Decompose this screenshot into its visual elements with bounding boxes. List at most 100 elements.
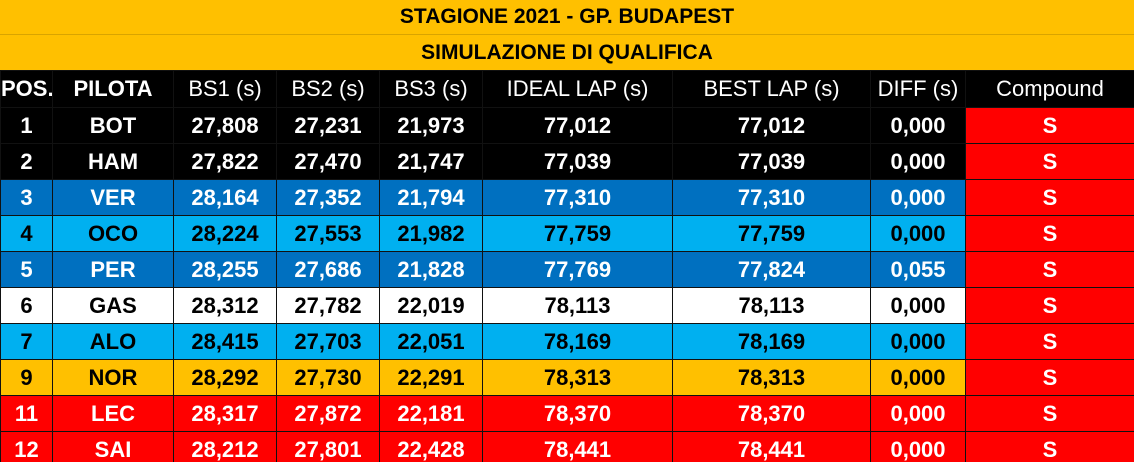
cell-bs1[interactable]: 28,224 xyxy=(173,215,277,252)
cell-pos[interactable]: 4 xyxy=(0,215,53,252)
cell-bs2[interactable]: 27,872 xyxy=(276,395,380,432)
cell-compound[interactable]: S xyxy=(965,215,1134,252)
cell-bs3[interactable]: 22,428 xyxy=(379,431,483,462)
table-row[interactable]: 7 ALO 28,415 27,703 22,051 78,169 78,169 0,000 S xyxy=(0,323,1134,360)
cell-best-lap[interactable]: 78,113 xyxy=(672,287,871,324)
cell-compound[interactable]: S xyxy=(965,251,1134,288)
cell-pos[interactable]: 11 xyxy=(0,395,53,432)
cell-best-lap[interactable]: 78,370 xyxy=(672,395,871,432)
cell-bs2[interactable]: 27,686 xyxy=(276,251,380,288)
cell-compound[interactable]: S xyxy=(965,179,1134,216)
cell-compound[interactable]: S xyxy=(965,287,1134,324)
cell-ideal-lap[interactable]: 78,441 xyxy=(482,431,673,462)
header-bs3[interactable]: BS3 (s) xyxy=(379,70,483,108)
header-compound[interactable]: Compound xyxy=(965,70,1134,108)
cell-best-lap[interactable]: 78,441 xyxy=(672,431,871,462)
cell-bs3[interactable]: 21,747 xyxy=(379,143,483,180)
cell-ideal-lap[interactable]: 77,759 xyxy=(482,215,673,252)
cell-diff[interactable]: 0,000 xyxy=(870,359,966,396)
cell-bs2[interactable]: 27,470 xyxy=(276,143,380,180)
cell-ideal-lap[interactable]: 78,113 xyxy=(482,287,673,324)
cell-diff[interactable]: 0,000 xyxy=(870,287,966,324)
cell-bs3[interactable]: 21,982 xyxy=(379,215,483,252)
cell-pos[interactable]: 1 xyxy=(0,107,53,144)
cell-pilota[interactable]: BOT xyxy=(52,107,174,144)
cell-ideal-lap[interactable]: 77,012 xyxy=(482,107,673,144)
cell-ideal-lap[interactable]: 78,313 xyxy=(482,359,673,396)
cell-compound[interactable]: S xyxy=(965,107,1134,144)
table-row[interactable]: 9 NOR 28,292 27,730 22,291 78,313 78,313 0,000 S xyxy=(0,359,1134,396)
cell-bs2[interactable]: 27,801 xyxy=(276,431,380,462)
table-row[interactable]: 6 GAS 28,312 27,782 22,019 78,113 78,113 0,000 S xyxy=(0,287,1134,324)
cell-pos[interactable]: 12 xyxy=(0,431,53,462)
cell-bs2[interactable]: 27,703 xyxy=(276,323,380,360)
cell-pilota[interactable]: PER xyxy=(52,251,174,288)
cell-bs2[interactable]: 27,553 xyxy=(276,215,380,252)
cell-pilota[interactable]: GAS xyxy=(52,287,174,324)
cell-bs3[interactable]: 21,828 xyxy=(379,251,483,288)
cell-compound[interactable]: S xyxy=(965,323,1134,360)
cell-bs1[interactable]: 28,164 xyxy=(173,179,277,216)
cell-compound[interactable]: S xyxy=(965,359,1134,396)
cell-bs1[interactable]: 28,415 xyxy=(173,323,277,360)
cell-diff[interactable]: 0,000 xyxy=(870,431,966,462)
cell-diff[interactable]: 0,000 xyxy=(870,143,966,180)
cell-pilota[interactable]: NOR xyxy=(52,359,174,396)
cell-bs1[interactable]: 28,212 xyxy=(173,431,277,462)
cell-pos[interactable]: 3 xyxy=(0,179,53,216)
cell-bs3[interactable]: 22,051 xyxy=(379,323,483,360)
cell-ideal-lap[interactable]: 78,169 xyxy=(482,323,673,360)
cell-ideal-lap[interactable]: 78,370 xyxy=(482,395,673,432)
cell-bs2[interactable]: 27,352 xyxy=(276,179,380,216)
cell-bs1[interactable]: 28,255 xyxy=(173,251,277,288)
cell-pilota[interactable]: HAM xyxy=(52,143,174,180)
table-row[interactable]: 11 LEC 28,317 27,872 22,181 78,370 78,370 0,000… xyxy=(0,395,1134,432)
header-pos[interactable]: POS. xyxy=(0,70,53,108)
header-bs2[interactable]: BS2 (s) xyxy=(276,70,380,108)
cell-bs1[interactable]: 28,317 xyxy=(173,395,277,432)
cell-bs2[interactable]: 27,231 xyxy=(276,107,380,144)
cell-best-lap[interactable]: 77,759 xyxy=(672,215,871,252)
cell-diff[interactable]: 0,000 xyxy=(870,323,966,360)
cell-bs3[interactable]: 22,181 xyxy=(379,395,483,432)
cell-diff[interactable]: 0,000 xyxy=(870,395,966,432)
cell-ideal-lap[interactable]: 77,769 xyxy=(482,251,673,288)
cell-compound[interactable]: S xyxy=(965,143,1134,180)
table-row[interactable]: 12 SAI 28,212 27,801 22,428 78,441 78,441 0,000… xyxy=(0,431,1134,462)
cell-bs1[interactable]: 27,808 xyxy=(173,107,277,144)
cell-bs3[interactable]: 22,019 xyxy=(379,287,483,324)
cell-pilota[interactable]: OCO xyxy=(52,215,174,252)
header-best-lap[interactable]: BEST LAP (s) xyxy=(672,70,871,108)
cell-pos[interactable]: 7 xyxy=(0,323,53,360)
cell-pilota[interactable]: LEC xyxy=(52,395,174,432)
cell-best-lap[interactable]: 77,310 xyxy=(672,179,871,216)
cell-ideal-lap[interactable]: 77,039 xyxy=(482,143,673,180)
cell-best-lap[interactable]: 78,169 xyxy=(672,323,871,360)
cell-pos[interactable]: 2 xyxy=(0,143,53,180)
cell-best-lap[interactable]: 77,824 xyxy=(672,251,871,288)
cell-pos[interactable]: 5 xyxy=(0,251,53,288)
cell-ideal-lap[interactable]: 77,310 xyxy=(482,179,673,216)
header-bs1[interactable]: BS1 (s) xyxy=(173,70,277,108)
cell-bs2[interactable]: 27,730 xyxy=(276,359,380,396)
header-pilota[interactable]: PILOTA xyxy=(52,70,174,108)
cell-best-lap[interactable]: 78,313 xyxy=(672,359,871,396)
cell-pilota[interactable]: SAI xyxy=(52,431,174,462)
cell-bs1[interactable]: 28,292 xyxy=(173,359,277,396)
cell-bs3[interactable]: 21,973 xyxy=(379,107,483,144)
cell-bs2[interactable]: 27,782 xyxy=(276,287,380,324)
header-diff[interactable]: DIFF (s) xyxy=(870,70,966,108)
cell-best-lap[interactable]: 77,012 xyxy=(672,107,871,144)
cell-compound[interactable]: S xyxy=(965,395,1134,432)
cell-pilota[interactable]: ALO xyxy=(52,323,174,360)
cell-pos[interactable]: 6 xyxy=(0,287,53,324)
cell-bs1[interactable]: 27,822 xyxy=(173,143,277,180)
cell-diff[interactable]: 0,000 xyxy=(870,179,966,216)
cell-pos[interactable]: 9 xyxy=(0,359,53,396)
header-ideal-lap[interactable]: IDEAL LAP (s) xyxy=(482,70,673,108)
table-row[interactable]: 1 BOT 27,808 27,231 21,973 77,012 77,012 0,000 S xyxy=(0,107,1134,144)
cell-pilota[interactable]: VER xyxy=(52,179,174,216)
cell-bs3[interactable]: 21,794 xyxy=(379,179,483,216)
table-row[interactable]: 5 PER 28,255 27,686 21,828 77,769 77,824 0,055 S xyxy=(0,251,1134,288)
cell-diff[interactable]: 0,000 xyxy=(870,215,966,252)
